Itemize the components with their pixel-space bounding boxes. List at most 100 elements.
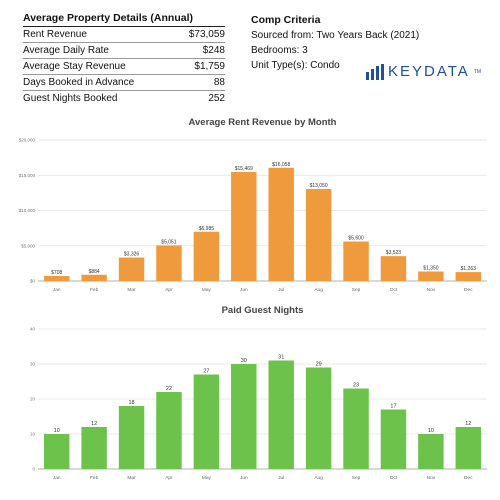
revenue-bar: [81, 274, 107, 281]
details-row: Average Daily Rate $248: [23, 43, 225, 59]
revenue-data-label: $3,326: [124, 252, 140, 258]
nights-x-tick-label: Feb: [90, 475, 99, 481]
revenue-data-label: $5,600: [348, 236, 364, 242]
revenue-bar: [193, 231, 220, 281]
revenue-y-tick-label: $0: [30, 279, 36, 284]
revenue-x-tick-label: Aug: [314, 287, 323, 293]
revenue-data-label: $5,051: [161, 239, 177, 245]
revenue-x-tick-label: Jul: [278, 287, 284, 293]
nights-x-tick-label: Jan: [53, 475, 61, 481]
details-row-label: Guest Nights Booked: [23, 93, 118, 104]
revenue-x-tick-label: Sep: [352, 287, 361, 293]
details-row: Rent Revenue $73,059: [23, 27, 225, 43]
nights-x-tick-label: Dec: [464, 475, 473, 481]
details-row-value: $1,759: [194, 61, 225, 72]
revenue-y-tick-label: $15,000: [19, 173, 36, 178]
details-row-label: Average Stay Revenue: [23, 61, 126, 72]
revenue-bar: [118, 257, 145, 281]
revenue-data-label: $6,985: [199, 226, 215, 232]
nights-data-label: 30: [241, 358, 247, 364]
revenue-data-label: $13,050: [310, 183, 328, 189]
nights-data-label: 31: [278, 355, 284, 361]
revenue-data-label: $16,058: [272, 162, 290, 168]
nights-y-tick-label: 30: [30, 362, 36, 367]
nights-data-label: 12: [91, 421, 97, 427]
details-row: Average Stay Revenue $1,759: [23, 59, 225, 75]
nights-x-tick-label: Aug: [314, 475, 323, 481]
nights-x-tick-label: May: [202, 475, 212, 481]
nights-y-tick-label: 10: [30, 432, 36, 437]
nights-data-label: 17: [390, 404, 396, 410]
criteria-title: Comp Criteria: [251, 14, 321, 26]
nights-bar: [305, 367, 332, 469]
nights-x-tick-label: Jul: [278, 475, 284, 481]
details-row-value: 252: [208, 93, 225, 104]
details-row-label: Average Daily Rate: [23, 45, 109, 56]
revenue-x-tick-label: Feb: [90, 287, 99, 293]
nights-bar: [268, 360, 294, 469]
bar-chart-icon: [366, 63, 384, 80]
revenue-data-label: $884: [89, 269, 100, 275]
nights-chart-title: Paid Guest Nights: [222, 305, 304, 316]
nights-data-label: 10: [54, 428, 60, 434]
nights-bar: [43, 434, 70, 469]
details-row-value: 88: [213, 77, 225, 88]
revenue-bar: [305, 188, 332, 281]
revenue-data-label: $15,469: [235, 166, 253, 172]
details-row-label: Days Booked in Advance: [23, 77, 135, 88]
revenue-bar: [43, 276, 70, 281]
nights-bar: [455, 427, 482, 469]
nights-data-label: 10: [428, 428, 434, 434]
revenue-bar: [231, 171, 257, 281]
nights-y-tick-label: 20: [30, 397, 36, 402]
revenue-x-tick-label: Dec: [464, 287, 473, 293]
revenue-y-tick-label: $5,000: [21, 243, 35, 248]
revenue-bar: [380, 256, 407, 281]
logo-trademark: TM: [473, 68, 482, 75]
revenue-x-tick-label: May: [202, 287, 212, 293]
criteria-bedrooms: Bedrooms: 3: [251, 45, 308, 56]
nights-x-tick-label: Mar: [127, 475, 136, 481]
revenue-y-tick-label: $20,000: [19, 138, 36, 143]
nights-bar: [118, 406, 145, 469]
revenue-data-label: $3,523: [386, 250, 402, 256]
nights-data-label: 18: [128, 400, 134, 406]
nights-bar: [193, 374, 220, 469]
revenue-data-label: $1,263: [461, 266, 477, 272]
nights-x-tick-label: Oct: [390, 475, 398, 481]
nights-bar: [380, 409, 407, 469]
nights-data-label: 27: [203, 369, 209, 375]
nights-x-tick-label: Sep: [352, 475, 361, 481]
revenue-bar: [455, 272, 482, 281]
criteria-sourced: Sourced from: Two Years Back (2021): [251, 30, 420, 41]
nights-bar: [156, 392, 182, 469]
comp-criteria: Comp Criteria Sourced from: Two Years Ba…: [251, 12, 481, 73]
nights-data-label: 22: [166, 386, 172, 392]
nights-y-tick-label: 0: [32, 467, 35, 472]
nights-y-tick-label: 40: [30, 327, 36, 332]
nights-data-label: 29: [316, 362, 322, 368]
revenue-bar: [418, 271, 444, 281]
nights-x-tick-label: Apr: [165, 475, 173, 481]
details-row: Days Booked in Advance 88: [23, 75, 225, 91]
revenue-x-tick-label: Apr: [165, 287, 173, 293]
revenue-data-label: $708: [51, 270, 62, 276]
revenue-x-tick-label: Jun: [240, 287, 248, 293]
revenue-bar: [268, 167, 294, 281]
revenue-bar: [156, 245, 182, 281]
revenue-x-tick-label: Nov: [427, 287, 436, 293]
nights-bar: [81, 427, 107, 469]
nights-x-tick-label: Nov: [427, 475, 436, 481]
nights-bar: [231, 364, 257, 469]
revenue-bar: [343, 241, 369, 281]
revenue-chart-title: Average Rent Revenue by Month: [189, 117, 337, 128]
nights-data-label: 12: [465, 421, 471, 427]
revenue-data-label: $1,350: [423, 265, 439, 271]
details-row-label: Rent Revenue: [23, 29, 87, 40]
nights-bar: [418, 434, 444, 469]
nights-x-tick-label: Jun: [240, 475, 248, 481]
keydata-logo: KEYDATA TM: [366, 63, 481, 80]
criteria-unit-type: Unit Type(s): Condo: [251, 60, 340, 71]
revenue-x-tick-label: Oct: [390, 287, 398, 293]
logo-wordmark: KEYDATA: [388, 63, 470, 80]
